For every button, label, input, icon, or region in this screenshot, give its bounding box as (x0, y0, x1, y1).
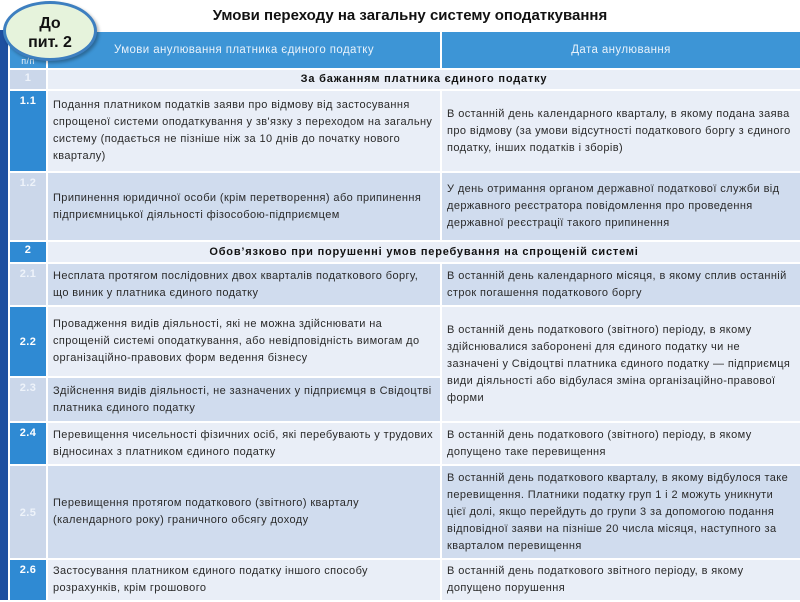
condition-cell: Припинення юридичної особи (крім перетво… (46, 171, 442, 242)
header-date: Дата анулювання (440, 30, 800, 70)
date-cell: В останній день податкового (звітного) п… (440, 305, 800, 423)
table-header-row: п/п Умови анулювання платника єдиного по… (8, 30, 800, 70)
date-cell: В останній день податкового кварталу, в … (440, 464, 800, 560)
bubble-line-1: До (39, 15, 61, 32)
condition-cell: Перевищення протягом податкового (звітно… (46, 464, 442, 560)
condition-cell: Несплата протягом послідовних двох кварт… (46, 262, 442, 307)
date-cell: В останній день календарного місяця, в я… (440, 262, 800, 307)
section-label: Обов’язково при порушенні умов перебуван… (46, 240, 800, 264)
row-number: 2.6 (8, 558, 48, 602)
bubble-line-2: пит. 2 (28, 34, 72, 51)
row-number: 2 (8, 240, 48, 264)
condition-cell: Подання платником податків заяви про від… (46, 89, 442, 173)
left-accent-stripe (0, 30, 8, 600)
row-number: 1 (8, 68, 48, 91)
table-row: 1.2 Припинення юридичної особи (крім пер… (8, 171, 800, 242)
back-to-question-2-button[interactable]: До пит. 2 (3, 1, 97, 61)
condition-cell: Провадження видів діяльності, які не мож… (46, 305, 442, 378)
section-row: 2 Обов’язково при порушенні умов перебув… (8, 240, 800, 264)
date-cell: В останній день податкового звітного пер… (440, 558, 800, 602)
date-cell: У день отримання органом державної подат… (440, 171, 800, 242)
page-title: Умови переходу на загальну систему опода… (212, 7, 608, 24)
table-row: 2.2 Провадження видів діяльності, які не… (8, 305, 800, 423)
table-row: 2.1 Несплата протягом послідовних двох к… (8, 262, 800, 307)
row-number: 2.3 (8, 376, 48, 423)
date-cell: В останній день податкового (звітного) п… (440, 421, 800, 466)
table-row: 2.4 Перевищення чисельності фізичних осі… (8, 421, 800, 466)
condition-cell: Здійснення видів діяльності, не зазначен… (46, 376, 442, 423)
tax-conditions-table: п/п Умови анулювання платника єдиного по… (8, 30, 800, 602)
section-row: 1 За бажанням платника єдиного податку (8, 68, 800, 91)
section-label: За бажанням платника єдиного податку (46, 68, 800, 91)
table-row: 2.5 Перевищення протягом податкового (зв… (8, 464, 800, 560)
table-row: 1.1 Подання платником податків заяви про… (8, 89, 800, 173)
row-number: 2.5 (8, 464, 48, 560)
table-row: 2.3 Здійснення видів діяльності, не зазн… (8, 376, 800, 423)
header-conditions: Умови анулювання платника єдиного податк… (46, 30, 442, 70)
condition-cell: Застосування платником єдиного податку і… (46, 558, 442, 602)
row-number: 1.1 (8, 89, 48, 173)
condition-cell: Перевищення чисельності фізичних осіб, я… (46, 421, 442, 466)
row-number: 1.2 (8, 171, 48, 242)
row-number: 2.1 (8, 262, 48, 307)
table-row: 2.6 Застосування платником єдиного подат… (8, 558, 800, 602)
date-cell: В останній день календарного кварталу, в… (440, 89, 800, 173)
row-number: 2.2 (8, 305, 48, 378)
row-number: 2.4 (8, 421, 48, 466)
